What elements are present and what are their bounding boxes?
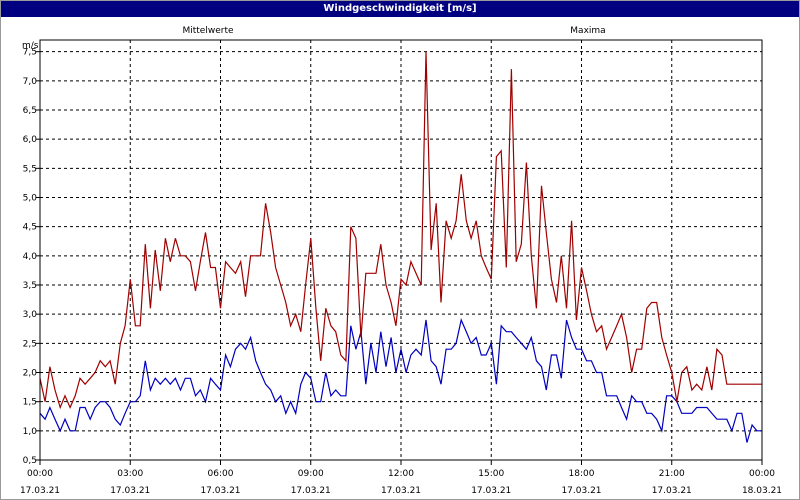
y-tick-label: 6,0 [23, 135, 38, 145]
x-tick-time: 03:00 [117, 469, 143, 479]
chart-title: Windgeschwindigkeit [m/s] [1, 1, 799, 17]
y-tick-label: 2,5 [23, 339, 37, 349]
x-tick-date: 17.03.21 [652, 486, 692, 496]
x-tick-date: 17.03.21 [291, 486, 331, 496]
x-axis-ticks: 00:00 17.03.21 03:00 17.03.21 06:00 17.03.21 0… [20, 460, 782, 496]
y-tick-label: 7,5 [23, 48, 37, 58]
x-tick-time: 06:00 [208, 469, 234, 479]
series-line-mittelwerte [39, 318, 762, 443]
x-tick-time: 21:00 [659, 469, 685, 479]
y-tick-label: 4,0 [23, 252, 38, 262]
plot-area-border [39, 39, 763, 461]
x-tick-date: 17.03.21 [471, 486, 511, 496]
x-tick-time: 09:00 [298, 469, 324, 479]
x-tick-time: 12:00 [388, 469, 414, 479]
x-tick-date: 17.03.21 [110, 486, 150, 496]
y-tick-label: 3,5 [23, 281, 37, 291]
y-tick-label: 3,0 [23, 310, 38, 320]
x-tick-date: 17.03.21 [561, 486, 601, 496]
x-tick-date: 17.03.21 [200, 486, 240, 496]
y-tick-label: 7,0 [23, 77, 38, 87]
x-tick-time: 00:00 [749, 469, 775, 479]
y-tick-label: 0,5 [23, 456, 37, 466]
y-tick-label: 4,5 [23, 223, 37, 233]
x-tick-time: 00:00 [27, 469, 53, 479]
grid-lines [40, 40, 762, 461]
x-tick-time: 15:00 [478, 469, 504, 479]
y-tick-label: 1,0 [23, 427, 38, 437]
x-tick-date: 18.03.21 [742, 486, 782, 496]
y-tick-label: 5,5 [23, 164, 37, 174]
series-lines [39, 51, 762, 443]
legend-maxima: Maxima [570, 26, 605, 36]
legend-mittelwerte: Mittelwerte [182, 26, 233, 36]
y-tick-label: 6,5 [23, 106, 37, 116]
y-axis-label: m/s [22, 41, 39, 51]
x-tick-date: 17.03.21 [381, 486, 421, 496]
y-tick-label: 1,5 [23, 398, 37, 408]
y-tick-label: 2,0 [23, 369, 38, 379]
series-line-maxima [39, 51, 762, 410]
y-tick-label: 5,0 [23, 194, 38, 204]
x-tick-time: 18:00 [569, 469, 595, 479]
x-tick-date: 17.03.21 [20, 486, 60, 496]
y-axis-ticks: 0,5 1,0 1,5 2,0 2,5 3,0 3,5 4,0 4,5 5,0 5,5 6,0 6,5 7… [23, 48, 40, 466]
